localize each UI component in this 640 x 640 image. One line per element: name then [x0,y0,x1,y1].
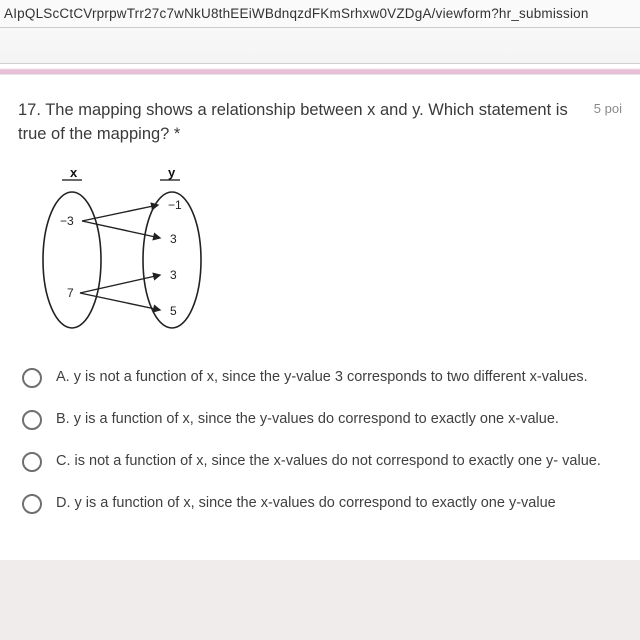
arrow-3 [80,275,160,293]
question-text: 17. The mapping shows a relationship bet… [18,99,586,147]
right-val-1: 3 [170,232,177,246]
accent-line [0,64,640,74]
radio-b[interactable] [22,410,42,430]
right-val-2: 3 [170,268,177,282]
radio-d[interactable] [22,494,42,514]
option-a[interactable]: A. y is not a function of x, since the y… [22,368,622,388]
form-card: 17. The mapping shows a relationship bet… [0,74,640,560]
question-row: 17. The mapping shows a relationship bet… [18,99,622,147]
options-group: A. y is not a function of x, since the y… [18,368,622,514]
option-d[interactable]: D. y is a function of x, since the x-val… [22,494,622,514]
right-val-0: −1 [168,198,182,212]
left-val-0: −3 [60,214,74,228]
left-oval [43,192,101,328]
right-val-3: 5 [170,304,177,318]
x-label: x [70,165,78,180]
mapping-diagram: x y −3 7 −1 3 3 5 [40,165,622,340]
radio-c[interactable] [22,452,42,472]
url-text: AIpQLScCtCVrprpwTrr27c7wNkU8thEEiWBdnqzd… [4,6,589,21]
toolbar-gap [0,28,640,64]
mapping-svg: x y −3 7 −1 3 3 5 [40,165,240,335]
y-label: y [168,165,176,180]
option-c[interactable]: C. is not a function of x, since the x-v… [22,452,622,472]
option-b[interactable]: B. y is a function of x, since the y-val… [22,410,622,430]
arrow-2 [82,221,160,238]
radio-a[interactable] [22,368,42,388]
option-c-label: C. is not a function of x, since the x-v… [56,452,601,471]
option-b-label: B. y is a function of x, since the y-val… [56,410,559,429]
left-val-1: 7 [67,286,74,300]
option-a-label: A. y is not a function of x, since the y… [56,368,588,387]
url-bar: AIpQLScCtCVrprpwTrr27c7wNkU8thEEiWBdnqzd… [0,0,640,28]
option-d-label: D. y is a function of x, since the x-val… [56,494,556,513]
question-points: 5 poi [594,99,622,116]
